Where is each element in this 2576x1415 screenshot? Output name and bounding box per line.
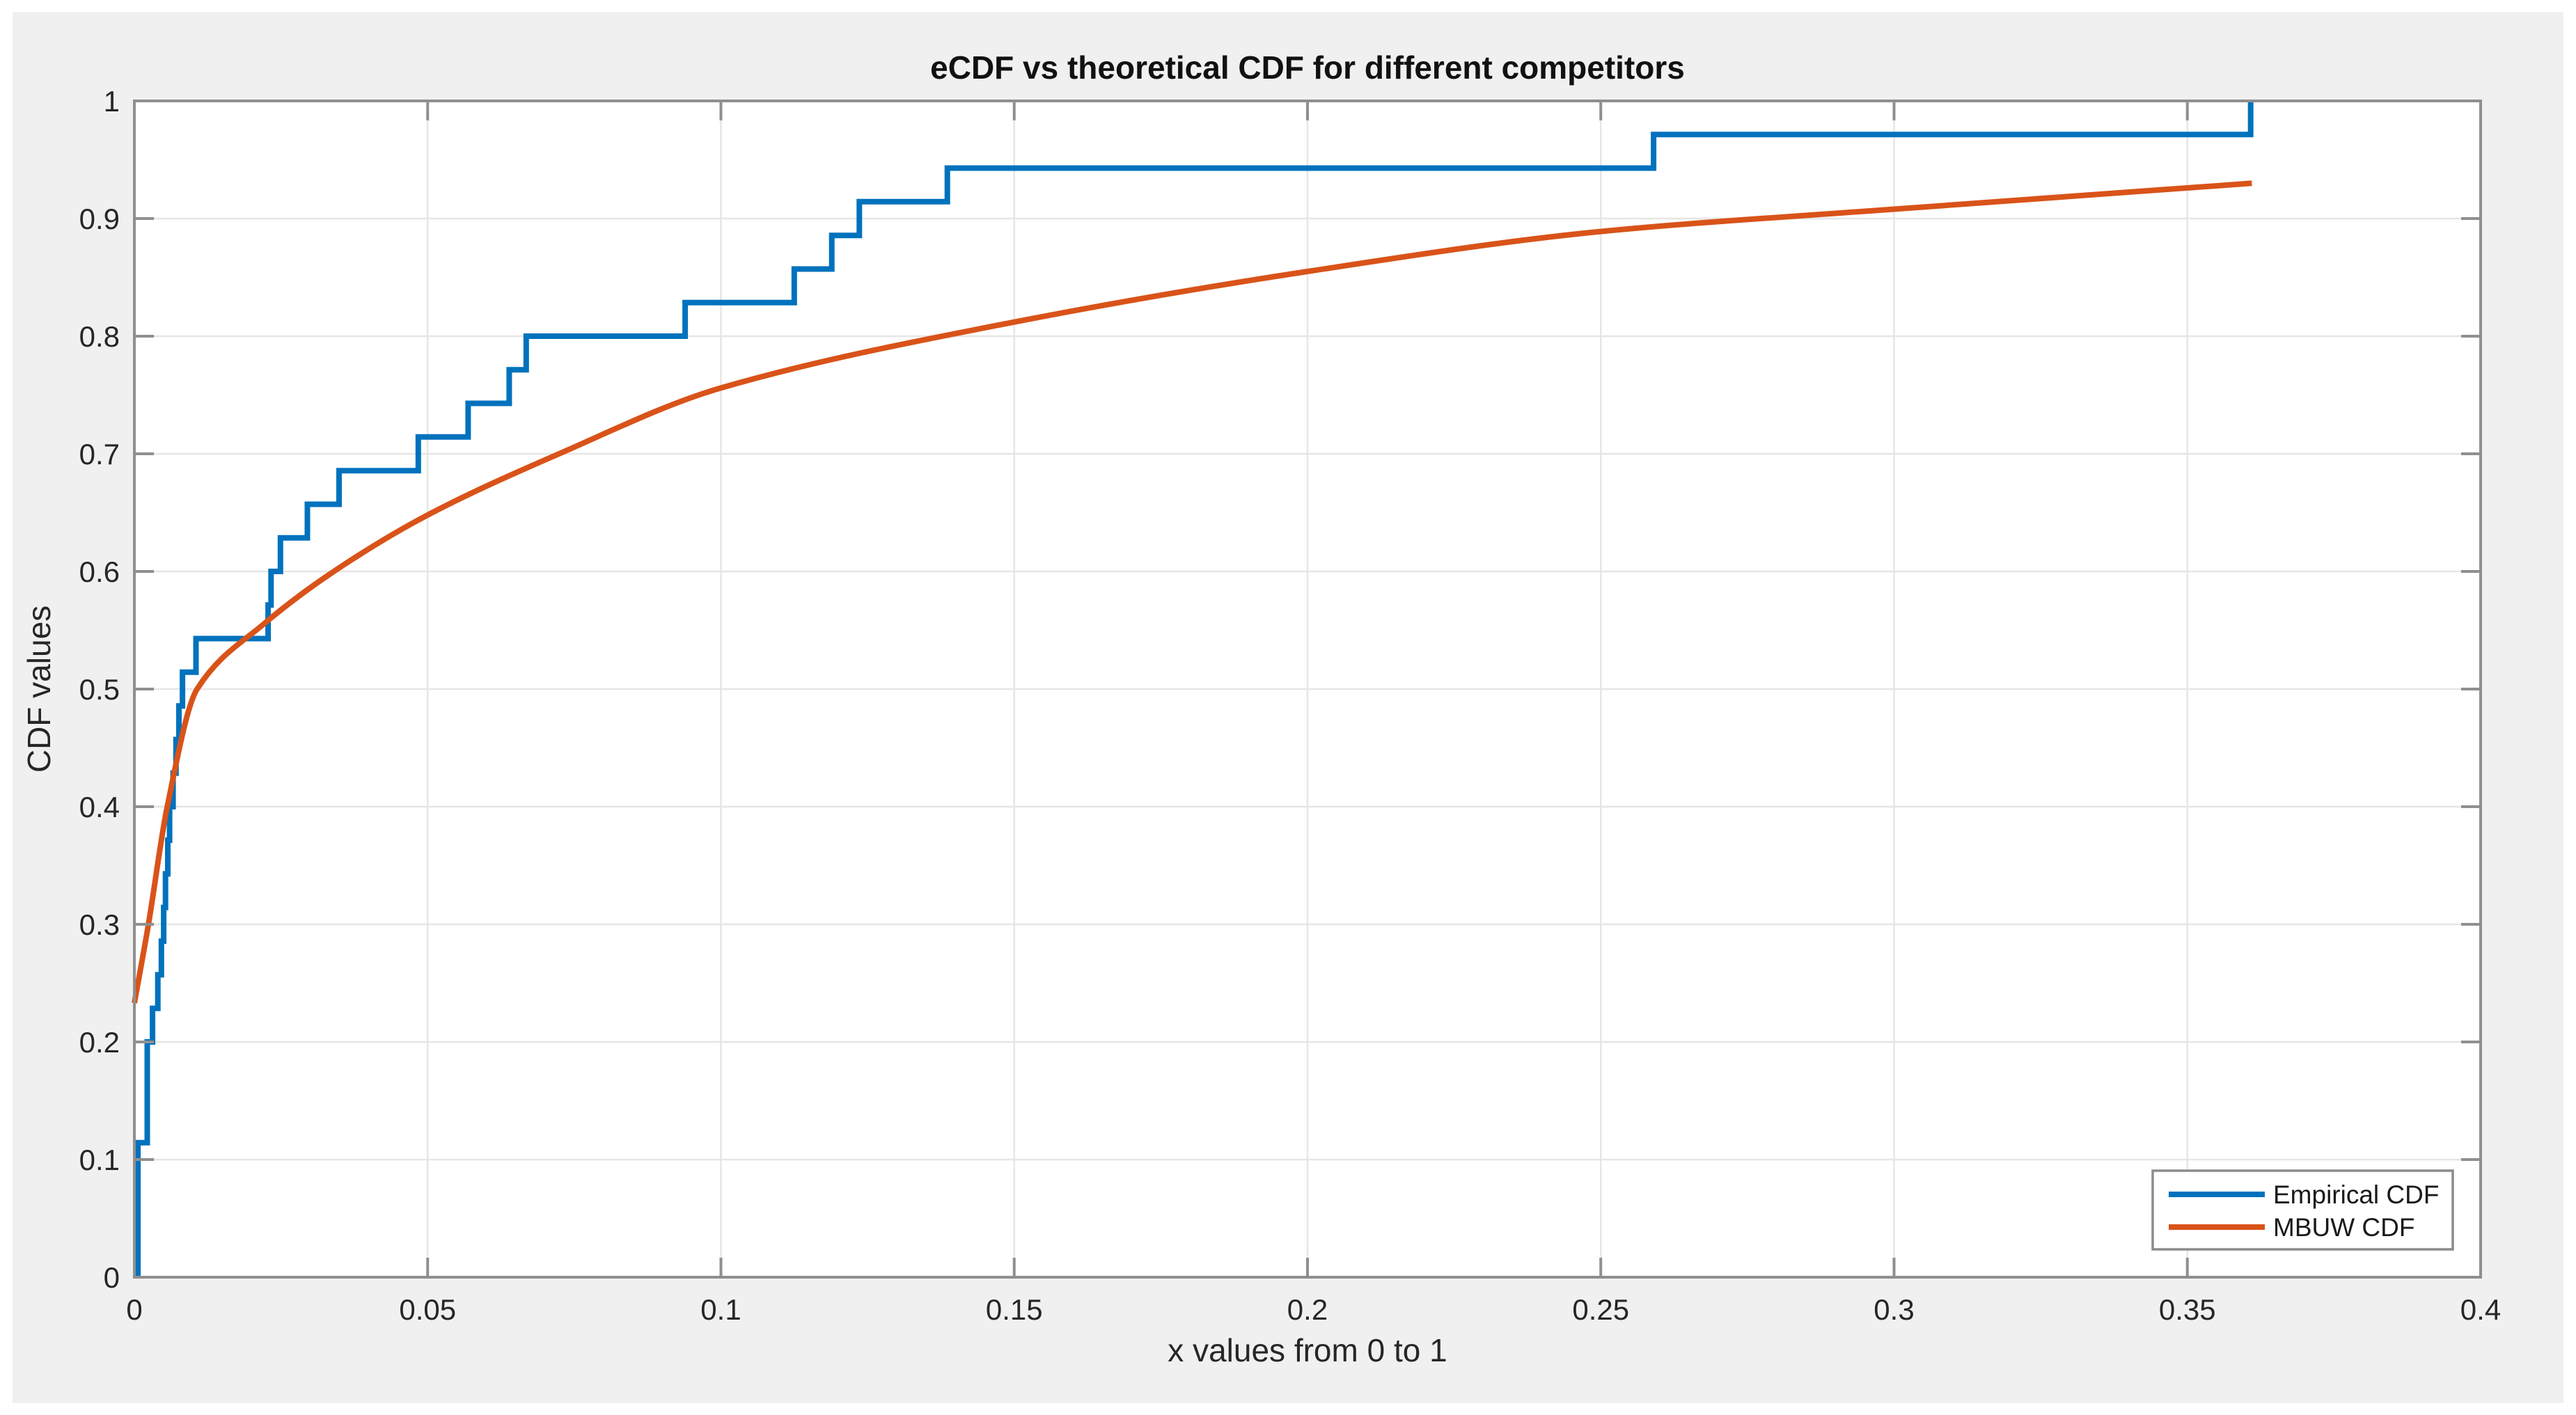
tick-labels: 0 0.05 0.1 0.15 0.2 0.25 0.3 0.35 0.4 0 0.1 0.2 0.3 0…: [79, 85, 2502, 1326]
y-tick-label: 0.1: [79, 1144, 120, 1176]
legend-label-empirical-cdf: Empirical CDF: [2273, 1180, 2439, 1209]
y-tick-label: 0.3: [79, 908, 120, 941]
x-tick-label: 0.25: [1572, 1293, 1629, 1326]
x-tick-label: 0.1: [700, 1293, 741, 1326]
x-tick-label: 0: [126, 1293, 142, 1326]
y-tick-label: 0.8: [79, 320, 120, 353]
y-tick-label: 0.9: [79, 203, 120, 235]
y-tick-label: 0: [104, 1261, 120, 1294]
y-axis-label: CDF values: [21, 606, 57, 773]
legend-label-mbuw-cdf: MBUW CDF: [2273, 1213, 2414, 1242]
x-tick-label: 0.3: [1874, 1293, 1914, 1326]
y-tick-label: 0.2: [79, 1026, 120, 1059]
axes-frame: [133, 100, 2482, 1279]
y-tick-label: 0.4: [79, 791, 120, 823]
x-tick-label: 0.4: [2460, 1293, 2501, 1326]
x-tick-label: 0.2: [1287, 1293, 1328, 1326]
y-tick-label: 0.7: [79, 438, 120, 471]
data-series: [132, 101, 2254, 1277]
x-tick-label: 0.35: [2159, 1293, 2216, 1326]
x-tick-label: 0.05: [399, 1293, 456, 1326]
legend-box: [2151, 1169, 2454, 1251]
series-line-empirical-cdf: [135, 101, 2254, 1277]
series-line-mbuw-cdf: [132, 180, 2252, 1004]
y-tick-label: 0.6: [79, 555, 120, 588]
x-axis-label: x values from 0 to 1: [1168, 1332, 1447, 1368]
y-tick-label: 1: [104, 85, 120, 118]
chart-title: eCDF vs theoretical CDF for different co…: [930, 49, 1685, 86]
y-tick-label: 0.5: [79, 673, 120, 706]
x-tick-label: 0.15: [986, 1293, 1043, 1326]
legend: Empirical CDF MBUW CDF: [2151, 1169, 2454, 1251]
